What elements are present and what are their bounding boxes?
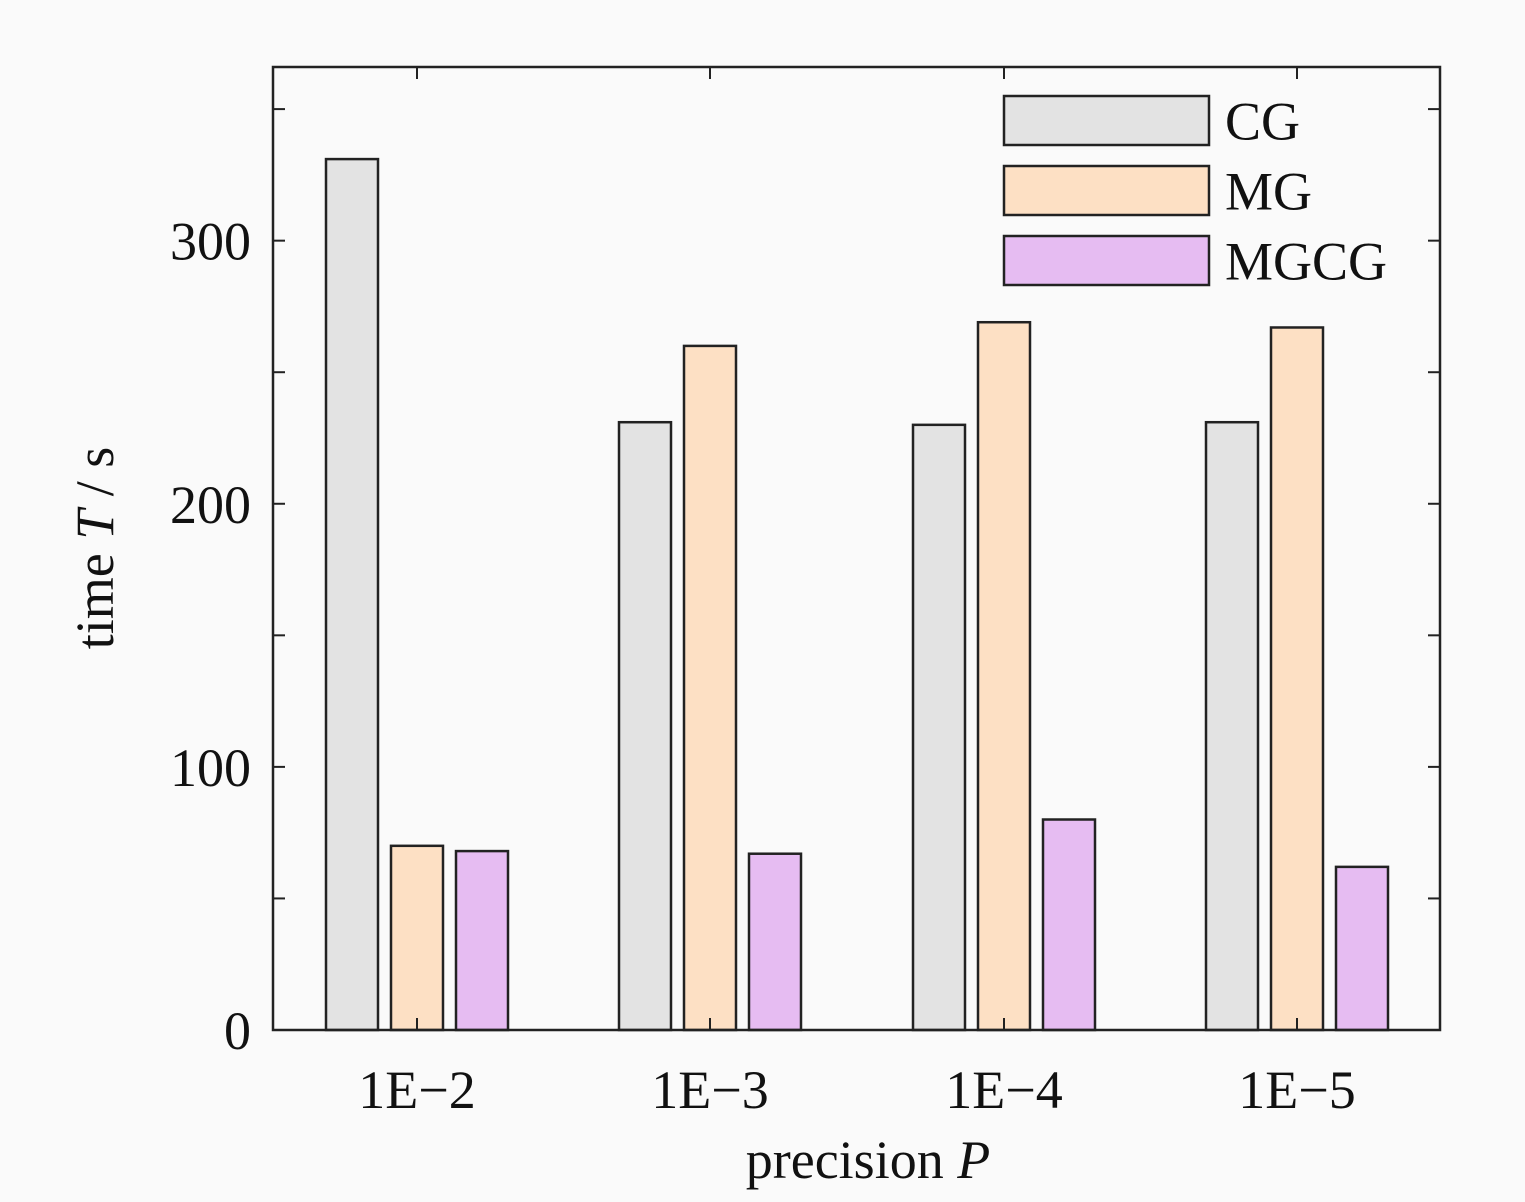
x-axis-label: precision P <box>746 1130 990 1190</box>
bar-mg-1 <box>389 844 445 1032</box>
x-tick-label: 1E−2 <box>358 1060 475 1120</box>
legend-label-mg: MG <box>1225 162 1312 222</box>
bar-mgcg-3 <box>1041 818 1097 1032</box>
y-tick-label: 0 <box>224 1001 251 1061</box>
bars-layer <box>324 157 1390 1032</box>
y-axis-label: time T / s <box>65 447 125 650</box>
y-tick-label: 200 <box>170 475 251 535</box>
legend-swatch-mg <box>1002 164 1211 217</box>
bar-cg-2 <box>617 420 673 1032</box>
bar-mg-3 <box>976 320 1032 1032</box>
y-axis-label-unit: / s <box>65 447 125 510</box>
bar-cg-4 <box>1204 420 1260 1032</box>
legend: CG MG MGCG <box>1002 92 1387 292</box>
plot-area-frame <box>271 65 1442 1032</box>
y-axis-label-symbol: T <box>65 506 125 540</box>
bar-mgcg-4 <box>1334 865 1390 1032</box>
bar-cg-1 <box>324 157 380 1032</box>
bar-mgcg-2 <box>747 852 803 1032</box>
legend-label-mgcg: MGCG <box>1225 232 1387 292</box>
y-axis-label-text: time <box>65 540 125 649</box>
x-tick-label: 1E−5 <box>1238 1060 1355 1120</box>
bar-mg-2 <box>682 344 738 1032</box>
bar-cg-3 <box>911 423 967 1032</box>
y-tick-label: 300 <box>170 212 251 272</box>
legend-swatch-cg <box>1002 94 1211 147</box>
bar-mg-4 <box>1269 326 1325 1032</box>
x-tick-label: 1E−4 <box>945 1060 1062 1120</box>
ticks-layer: 0 100 200 300 1E−2 1E−3 1E−4 1E−5 <box>170 67 1440 1120</box>
legend-label-cg: CG <box>1225 92 1300 152</box>
bar-mgcg-1 <box>454 849 510 1032</box>
x-tick-label: 1E−3 <box>651 1060 768 1120</box>
x-axis-label-text: precision <box>746 1130 957 1190</box>
y-tick-label: 100 <box>170 738 251 798</box>
x-axis-label-symbol: P <box>956 1130 990 1190</box>
legend-swatch-mgcg <box>1002 234 1211 287</box>
